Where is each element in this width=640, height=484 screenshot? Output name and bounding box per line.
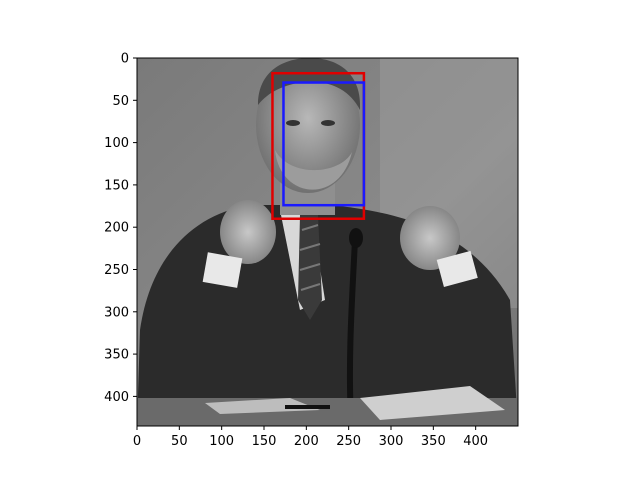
x-tick-label: 200 xyxy=(294,434,319,449)
y-tick-label: 400 xyxy=(104,390,129,405)
y-tick-label: 350 xyxy=(104,348,129,363)
axes-frame xyxy=(136,57,519,427)
y-tick-label: 150 xyxy=(104,178,129,193)
y-axis: 0 50 100 150 200 250 300 350 400 xyxy=(104,52,137,405)
y-tick-label: 200 xyxy=(104,221,129,236)
x-tick-label: 150 xyxy=(252,434,277,449)
x-tick-label: 300 xyxy=(379,434,404,449)
x-tick-label: 350 xyxy=(421,434,446,449)
x-tick-label: 100 xyxy=(209,434,234,449)
blue-box xyxy=(282,81,366,207)
y-tick-label: 300 xyxy=(104,305,129,320)
y-tick-label: 100 xyxy=(104,136,129,151)
x-axis: 0 50 100 150 200 250 300 350 400 xyxy=(133,426,488,449)
bounding-boxes xyxy=(271,71,366,220)
y-tick-label: 250 xyxy=(104,263,129,278)
x-tick-label: 250 xyxy=(336,434,361,449)
x-tick-label: 400 xyxy=(463,434,488,449)
grayscale-portrait-photo xyxy=(137,58,518,426)
x-tick-label: 0 xyxy=(133,434,141,449)
y-tick-label: 50 xyxy=(112,94,129,109)
x-tick-label: 50 xyxy=(171,434,188,449)
y-tick-label: 0 xyxy=(121,52,129,67)
